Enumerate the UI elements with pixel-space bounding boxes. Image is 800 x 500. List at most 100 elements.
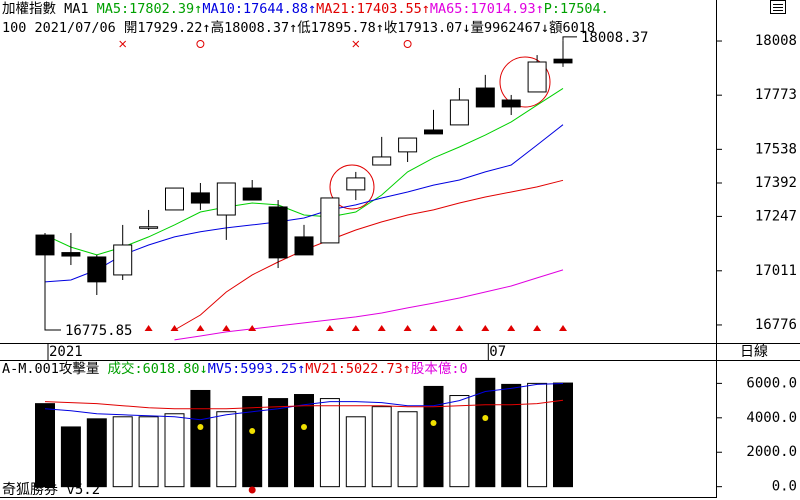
candle-body <box>165 187 184 211</box>
volume-header: A-M.001攻擊量 成交:6018.80↓MV5:5993.25↑MV21:5… <box>2 360 468 377</box>
signal-triangle <box>325 325 334 331</box>
volume-signal <box>197 424 204 430</box>
volume-bar <box>423 385 444 488</box>
signal-triangle <box>507 325 516 331</box>
candle-body <box>424 129 443 135</box>
volume-signal <box>301 424 307 430</box>
y-tick-label: 17392 <box>755 175 797 191</box>
volume-capital: 股本億:0 <box>411 361 468 377</box>
moving-average-line <box>44 87 564 256</box>
highlight-circle <box>329 164 375 210</box>
header-ma65: MA65:17014.93↑ <box>430 1 544 17</box>
volume-bar <box>527 382 548 488</box>
y-tick-label: 16776 <box>755 317 797 333</box>
y-tick-label: 17773 <box>755 87 797 103</box>
signal-circle <box>403 40 412 48</box>
signal-triangle <box>144 325 153 331</box>
volume-bar <box>371 406 392 488</box>
signal-triangle <box>377 325 386 331</box>
header-p: P:17504. <box>544 1 609 17</box>
volume-total: 成交:6018.80↓ <box>108 360 208 377</box>
header-ohlc: 100 2021/07/06 開17929.22↑高18008.37↑低1789… <box>2 19 595 36</box>
candle-body <box>449 99 469 126</box>
candle-body <box>113 244 133 276</box>
candle-body <box>320 197 340 244</box>
moving-average-line <box>174 269 564 341</box>
y-tick-label: 6000.0 <box>746 375 797 391</box>
volume-signal <box>248 486 256 494</box>
candle-body <box>242 187 262 201</box>
candle-body <box>61 252 81 257</box>
signal-triangle <box>170 325 179 331</box>
y-tick-label: 0.0 <box>772 479 797 495</box>
volume-bar <box>294 394 314 488</box>
signal-triangle <box>222 325 231 331</box>
candle-body <box>294 236 314 256</box>
volume-bar <box>190 389 211 488</box>
candle-body <box>398 137 418 153</box>
volume-signal <box>430 420 437 426</box>
candle-body <box>475 87 495 108</box>
volume-average-line <box>44 399 564 410</box>
signal-triangle <box>248 325 257 331</box>
volume-plot <box>35 377 573 488</box>
high-leader <box>562 36 577 41</box>
y-tick-label: 17247 <box>755 208 797 224</box>
signal-triangle <box>559 325 567 331</box>
signal-triangle <box>429 325 438 331</box>
header-line: 加權指數 MA1 MA5:17802.39↑MA10:17644.88↑MA21… <box>2 1 609 17</box>
volume-bar <box>60 426 81 488</box>
signal-triangle <box>196 325 205 331</box>
volume-bar <box>35 403 55 488</box>
candle-body <box>527 61 547 93</box>
low-label: 16775.85 <box>65 323 132 339</box>
candle-body <box>190 192 210 204</box>
volume-title: A-M.001攻擊量 <box>2 360 108 377</box>
volume-bar <box>345 416 366 488</box>
plot-layer: 18008 17773 17538 17392 17247 17011 16776 6000.… <box>35 30 797 495</box>
signal-triangle <box>455 325 464 331</box>
high-label: 18008.37 <box>581 30 648 46</box>
volume-bar <box>553 382 573 488</box>
volume-bar <box>319 398 340 488</box>
candle-body <box>216 182 236 216</box>
period-label: 日線 <box>740 344 768 360</box>
header-line: 100 2021/07/06 開17929.22↑高18008.37↑低1789… <box>2 19 595 36</box>
x-tick-label: 2021 <box>49 344 83 360</box>
volume-bar <box>216 411 237 488</box>
window-icon[interactable] <box>770 0 786 14</box>
volume-bar <box>138 416 159 488</box>
candle-body <box>268 206 288 259</box>
volume-bar <box>242 396 263 488</box>
volume-mv5: MV5:5993.25↑ <box>208 361 306 377</box>
y-tick-label: 18008 <box>755 33 797 49</box>
volume-bar <box>268 398 289 488</box>
y-tick-label: 17538 <box>755 141 797 157</box>
candle-body <box>87 256 107 283</box>
price-plot <box>35 40 573 341</box>
volume-average-line <box>44 383 564 421</box>
signal-cross <box>119 40 127 48</box>
volume-bar <box>449 395 470 488</box>
signal-triangle <box>481 325 490 331</box>
signal-triangle <box>351 325 360 331</box>
volume-bar <box>475 377 496 488</box>
signal-circle <box>196 40 205 48</box>
signal-triangle <box>403 325 412 331</box>
volume-mv21: MV21:5022.73↑ <box>305 361 411 377</box>
volume-signal <box>249 428 256 434</box>
candle-body <box>35 234 55 256</box>
volume-bar <box>164 413 185 488</box>
moving-average-line <box>174 179 564 331</box>
volume-signal <box>482 415 489 421</box>
header-ma10: MA10:17644.88↑ <box>202 1 316 17</box>
volume-bar <box>86 418 107 488</box>
y-tick-label: 4000.0 <box>746 410 797 426</box>
candle-body <box>346 177 366 191</box>
volume-bar <box>112 416 133 488</box>
x-tick-label: 07 <box>489 344 506 360</box>
candle-body <box>372 156 392 166</box>
candle-body <box>139 226 159 229</box>
header-title: 加權指數 MA1 <box>2 1 97 17</box>
